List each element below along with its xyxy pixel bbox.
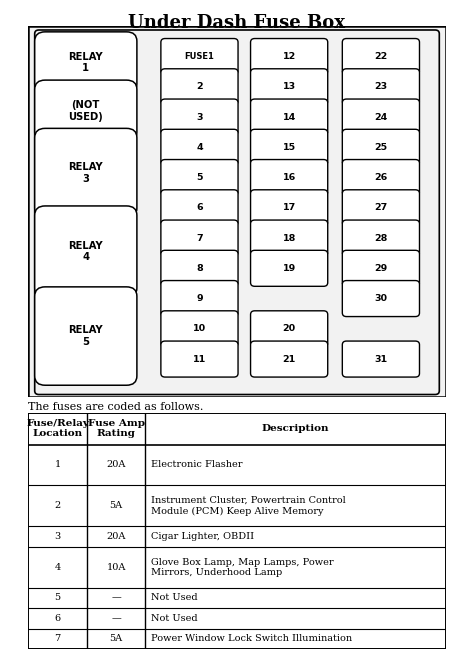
FancyBboxPatch shape	[161, 311, 238, 347]
Text: Under Dash Fuse Box: Under Dash Fuse Box	[128, 14, 346, 32]
Text: 6: 6	[55, 614, 61, 623]
Text: 1: 1	[55, 461, 61, 470]
FancyBboxPatch shape	[161, 69, 238, 104]
Text: 24: 24	[374, 112, 388, 122]
FancyBboxPatch shape	[251, 341, 328, 377]
FancyBboxPatch shape	[251, 250, 328, 286]
Text: 10: 10	[193, 325, 206, 333]
FancyBboxPatch shape	[251, 129, 328, 166]
Text: 21: 21	[283, 355, 296, 363]
FancyBboxPatch shape	[161, 129, 238, 166]
Text: Not Used: Not Used	[152, 593, 198, 602]
Text: 3: 3	[55, 532, 61, 541]
Text: (NOT
USED): (NOT USED)	[68, 100, 103, 122]
Text: 12: 12	[283, 52, 296, 61]
Text: Fuse/Relay
Location: Fuse/Relay Location	[26, 419, 89, 438]
Text: 14: 14	[283, 112, 296, 122]
Text: Not Used: Not Used	[152, 614, 198, 623]
FancyBboxPatch shape	[161, 39, 238, 74]
FancyBboxPatch shape	[161, 220, 238, 256]
Text: 10A: 10A	[106, 563, 126, 572]
FancyBboxPatch shape	[161, 99, 238, 135]
Text: Instrument Cluster, Powertrain Control
Module (PCM) Keep Alive Memory: Instrument Cluster, Powertrain Control M…	[152, 496, 346, 516]
FancyBboxPatch shape	[251, 69, 328, 104]
Text: 20: 20	[283, 325, 296, 333]
Text: Power Window Lock Switch Illumination: Power Window Lock Switch Illumination	[152, 635, 353, 643]
Text: 19: 19	[283, 264, 296, 273]
FancyBboxPatch shape	[251, 160, 328, 196]
Text: 15: 15	[283, 143, 296, 152]
FancyBboxPatch shape	[342, 250, 419, 286]
Text: 3: 3	[196, 112, 203, 122]
Text: 20A: 20A	[106, 461, 126, 470]
FancyBboxPatch shape	[342, 281, 419, 317]
Text: 4: 4	[55, 563, 61, 572]
FancyBboxPatch shape	[35, 32, 137, 93]
FancyBboxPatch shape	[342, 99, 419, 135]
Text: 6: 6	[196, 203, 203, 212]
Text: 11: 11	[193, 355, 206, 363]
FancyBboxPatch shape	[161, 190, 238, 226]
Text: 2: 2	[55, 501, 61, 510]
FancyBboxPatch shape	[342, 220, 419, 256]
Text: 26: 26	[374, 173, 388, 182]
Text: 20A: 20A	[106, 532, 126, 541]
Text: 7: 7	[55, 635, 61, 643]
Text: RELAY
1: RELAY 1	[68, 52, 103, 74]
Text: The fuses are coded as follows.: The fuses are coded as follows.	[28, 402, 204, 412]
Text: RELAY
5: RELAY 5	[68, 325, 103, 347]
FancyBboxPatch shape	[251, 190, 328, 226]
Text: 5A: 5A	[109, 635, 123, 643]
Text: —: —	[111, 614, 121, 623]
Text: Cigar Lighter, OBDII: Cigar Lighter, OBDII	[152, 532, 255, 541]
Text: 5A: 5A	[109, 501, 123, 510]
FancyBboxPatch shape	[342, 39, 419, 74]
Text: Description: Description	[262, 424, 329, 433]
Text: 7: 7	[196, 233, 203, 242]
FancyBboxPatch shape	[251, 311, 328, 347]
Text: Electronic Flasher: Electronic Flasher	[152, 461, 243, 470]
Text: 17: 17	[283, 203, 296, 212]
FancyBboxPatch shape	[161, 160, 238, 196]
Text: 31: 31	[374, 355, 387, 363]
FancyBboxPatch shape	[342, 341, 419, 377]
Text: 16: 16	[283, 173, 296, 182]
Text: 28: 28	[374, 233, 388, 242]
Text: —: —	[111, 593, 121, 602]
FancyBboxPatch shape	[342, 190, 419, 226]
Text: 30: 30	[374, 294, 387, 303]
Text: 5: 5	[196, 173, 203, 182]
Text: FUSE1: FUSE1	[184, 52, 214, 61]
FancyBboxPatch shape	[35, 30, 439, 394]
Text: RELAY
3: RELAY 3	[68, 162, 103, 184]
Text: Glove Box Lamp, Map Lamps, Power
Mirrors, Underhood Lamp: Glove Box Lamp, Map Lamps, Power Mirrors…	[152, 558, 334, 577]
Text: 25: 25	[374, 143, 387, 152]
FancyBboxPatch shape	[35, 287, 137, 385]
FancyBboxPatch shape	[342, 69, 419, 104]
Text: 9: 9	[196, 294, 203, 303]
FancyBboxPatch shape	[161, 341, 238, 377]
Text: RELAY
4: RELAY 4	[68, 241, 103, 262]
Text: 4: 4	[196, 143, 203, 152]
Text: 5: 5	[55, 593, 61, 602]
Text: 27: 27	[374, 203, 388, 212]
Text: 2: 2	[196, 82, 203, 91]
Text: 23: 23	[374, 82, 387, 91]
Text: 8: 8	[196, 264, 203, 273]
FancyBboxPatch shape	[251, 99, 328, 135]
FancyBboxPatch shape	[251, 220, 328, 256]
FancyBboxPatch shape	[342, 129, 419, 166]
FancyBboxPatch shape	[161, 250, 238, 286]
FancyBboxPatch shape	[35, 128, 137, 217]
Text: 29: 29	[374, 264, 388, 273]
FancyBboxPatch shape	[251, 39, 328, 74]
FancyBboxPatch shape	[342, 160, 419, 196]
FancyBboxPatch shape	[161, 281, 238, 317]
FancyBboxPatch shape	[35, 206, 137, 297]
Text: 18: 18	[283, 233, 296, 242]
Text: Fuse Amp
Rating: Fuse Amp Rating	[88, 419, 145, 438]
FancyBboxPatch shape	[35, 80, 137, 141]
Text: 22: 22	[374, 52, 388, 61]
Text: 13: 13	[283, 82, 296, 91]
